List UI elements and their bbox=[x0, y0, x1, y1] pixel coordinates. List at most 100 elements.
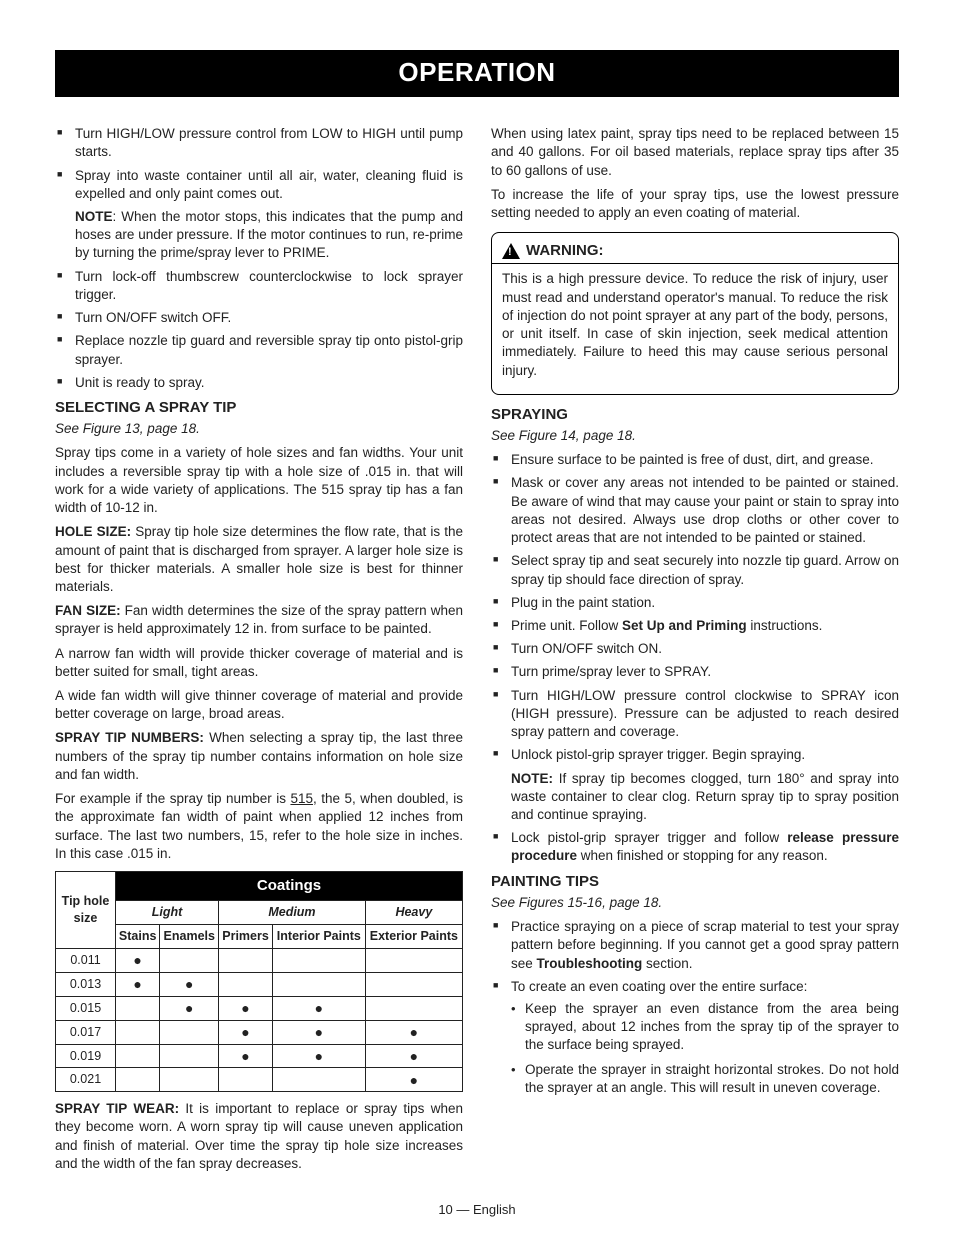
note-paragraph: NOTE: When the motor stops, this indicat… bbox=[55, 208, 463, 263]
table-row: 0.021 ● bbox=[56, 1068, 463, 1092]
table-row: 0.011● bbox=[56, 949, 463, 973]
content-columns: Turn HIGH/LOW pressure control from LOW … bbox=[55, 125, 899, 1177]
tips-heading: PAINTING TIPS bbox=[491, 872, 899, 892]
left-column: Turn HIGH/LOW pressure control from LOW … bbox=[55, 125, 463, 1177]
list-item: Turn ON/OFF switch OFF. bbox=[55, 309, 463, 327]
th-sub: Enamels bbox=[160, 925, 219, 949]
cell-dot bbox=[116, 996, 160, 1020]
cell-dot bbox=[160, 949, 219, 973]
th-medium: Medium bbox=[219, 901, 366, 925]
cell-dot bbox=[272, 1068, 365, 1092]
table-row: 0.013●● bbox=[56, 972, 463, 996]
warning-header: WARNING: bbox=[502, 241, 888, 261]
th-coatings: Coatings bbox=[116, 872, 463, 901]
body-text: For example if the spray tip number is 5… bbox=[55, 790, 463, 863]
tips-list: Practice spraying on a piece of scrap ma… bbox=[491, 918, 899, 1097]
cell-dot: ● bbox=[272, 1020, 365, 1044]
cell-dot: ● bbox=[116, 949, 160, 973]
cell-dot bbox=[160, 1068, 219, 1092]
cell-dot: ● bbox=[272, 996, 365, 1020]
list-item: Lock pistol-grip sprayer trigger and fol… bbox=[491, 829, 899, 865]
body-text: A narrow fan width will provide thicker … bbox=[55, 645, 463, 681]
cell-dot: ● bbox=[219, 1020, 273, 1044]
th-tip-size: Tip hole size bbox=[56, 872, 116, 949]
spray-list: Ensure surface to be painted is free of … bbox=[491, 451, 899, 764]
cell-dot: ● bbox=[160, 972, 219, 996]
body-text: When using latex paint, spray tips need … bbox=[491, 125, 899, 180]
cell-dot bbox=[116, 1020, 160, 1044]
page-title: OPERATION bbox=[55, 50, 899, 97]
list-item: Keep the sprayer an even distance from t… bbox=[511, 1000, 899, 1055]
coatings-table: Tip hole size Coatings Light Medium Heav… bbox=[55, 871, 463, 1092]
cell-dot bbox=[365, 972, 462, 996]
body-text: To increase the life of your spray tips,… bbox=[491, 186, 899, 222]
list-item: Select spray tip and seat securely into … bbox=[491, 552, 899, 588]
list-item: Ensure surface to be painted is free of … bbox=[491, 451, 899, 469]
cell-dot bbox=[116, 1044, 160, 1068]
divider bbox=[492, 263, 898, 264]
cell-dot: ● bbox=[365, 1068, 462, 1092]
warning-label: WARNING: bbox=[526, 241, 604, 261]
fig-ref: See Figures 15-16, page 18. bbox=[491, 894, 899, 912]
list-item: Prime unit. Follow Set Up and Priming in… bbox=[491, 617, 899, 635]
list-item: Turn ON/OFF switch ON. bbox=[491, 640, 899, 658]
cell-dot: ● bbox=[365, 1020, 462, 1044]
fig-ref: See Figure 13, page 18. bbox=[55, 420, 463, 438]
cell-dot: ● bbox=[219, 1044, 273, 1068]
right-column: When using latex paint, spray tips need … bbox=[491, 125, 899, 1177]
warning-icon bbox=[502, 243, 520, 259]
list-item: Mask or cover any areas not intended to … bbox=[491, 474, 899, 547]
list-item: Practice spraying on a piece of scrap ma… bbox=[491, 918, 899, 973]
selecting-heading: SELECTING A SPRAY TIP bbox=[55, 398, 463, 418]
cell-size: 0.011 bbox=[56, 949, 116, 973]
fig-ref: See Figure 14, page 18. bbox=[491, 427, 899, 445]
cell-dot bbox=[219, 972, 273, 996]
warning-box: WARNING: This is a high pressure device.… bbox=[491, 232, 899, 395]
pre-list: Turn HIGH/LOW pressure control from LOW … bbox=[55, 125, 463, 203]
table-row: 0.017●●● bbox=[56, 1020, 463, 1044]
cell-dot: ● bbox=[365, 1044, 462, 1068]
cell-dot: ● bbox=[272, 1044, 365, 1068]
cell-dot: ● bbox=[116, 972, 160, 996]
th-light: Light bbox=[116, 901, 219, 925]
body-text: SPRAY TIP WEAR: It is important to repla… bbox=[55, 1100, 463, 1173]
cell-size: 0.019 bbox=[56, 1044, 116, 1068]
spraying-heading: SPRAYING bbox=[491, 405, 899, 425]
page-footer: 10 — English bbox=[55, 1201, 899, 1219]
th-sub: Interior Paints bbox=[272, 925, 365, 949]
cell-size: 0.017 bbox=[56, 1020, 116, 1044]
body-text: FAN SIZE: Fan width determines the size … bbox=[55, 602, 463, 638]
list-item: Unit is ready to spray. bbox=[55, 374, 463, 392]
list-item: Unlock pistol-grip sprayer trigger. Begi… bbox=[491, 746, 899, 764]
body-text: A wide fan width will give thinner cover… bbox=[55, 687, 463, 723]
list-item: Plug in the paint station. bbox=[491, 594, 899, 612]
pre-list-2: Turn lock-off thumbscrew counterclockwis… bbox=[55, 268, 463, 392]
body-text: SPRAY TIP NUMBERS: When selecting a spra… bbox=[55, 729, 463, 784]
cell-dot bbox=[219, 1068, 273, 1092]
cell-dot bbox=[272, 949, 365, 973]
list-item: Spray into waste container until all air… bbox=[55, 167, 463, 203]
cell-dot bbox=[160, 1020, 219, 1044]
cell-size: 0.013 bbox=[56, 972, 116, 996]
cell-dot bbox=[219, 949, 273, 973]
cell-dot bbox=[116, 1068, 160, 1092]
list-item: Operate the sprayer in straight horizont… bbox=[511, 1061, 899, 1097]
cell-dot: ● bbox=[160, 996, 219, 1020]
list-item: Turn lock-off thumbscrew counterclockwis… bbox=[55, 268, 463, 304]
cell-dot bbox=[272, 972, 365, 996]
tips-sublist: Keep the sprayer an even distance from t… bbox=[511, 1000, 899, 1097]
cell-size: 0.015 bbox=[56, 996, 116, 1020]
cell-dot bbox=[160, 1044, 219, 1068]
warning-text: This is a high pressure device. To reduc… bbox=[502, 270, 888, 379]
th-sub: Stains bbox=[116, 925, 160, 949]
cell-dot bbox=[365, 949, 462, 973]
list-item: Replace nozzle tip guard and reversible … bbox=[55, 332, 463, 368]
body-text: HOLE SIZE: Spray tip hole size determine… bbox=[55, 523, 463, 596]
list-item: Turn prime/spray lever to SPRAY. bbox=[491, 663, 899, 681]
cell-dot: ● bbox=[219, 996, 273, 1020]
th-sub: Primers bbox=[219, 925, 273, 949]
list-item: To create an even coating over the entir… bbox=[491, 978, 899, 1097]
cell-size: 0.021 bbox=[56, 1068, 116, 1092]
th-heavy: Heavy bbox=[365, 901, 462, 925]
cell-dot bbox=[365, 996, 462, 1020]
